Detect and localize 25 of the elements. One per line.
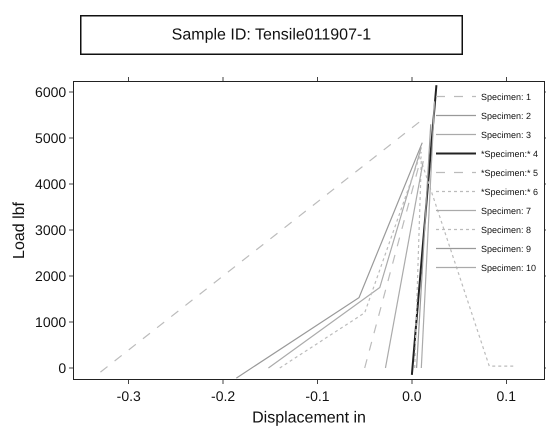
legend-label: Specimen: 10 [481, 263, 536, 274]
y-tick-label: 4000 [35, 176, 66, 192]
legend-label: Specimen: 3 [481, 130, 532, 140]
x-tick-label: -0.2 [211, 388, 236, 404]
legend-label: *Specimen:* 6 [481, 187, 538, 198]
y-tick-label: 6000 [35, 84, 66, 100]
legend-label: Specimen: 1 [481, 92, 532, 102]
x-tick-label: 0.0 [402, 388, 422, 404]
legend-label: *Specimen:* 5 [481, 168, 538, 178]
legend-label: Specimen: 7 [481, 206, 532, 216]
y-tick-label: 2000 [35, 268, 66, 284]
y-tick-label: 0 [58, 360, 66, 376]
chart-title: Sample ID: Tensile011907-1 [172, 26, 372, 44]
x-tick-label: -0.3 [116, 388, 142, 404]
legend-label: *Specimen:* 4 [481, 149, 538, 160]
x-axis-title: Displacement in [252, 410, 366, 426]
legend-label: Specimen: 2 [481, 111, 532, 122]
legend-label: Specimen: 9 [481, 244, 532, 254]
legend-label: Specimen: 8 [481, 225, 532, 236]
y-tick-label: 3000 [35, 222, 66, 238]
x-tick-label: 0.1 [496, 388, 516, 404]
y-tick-label: 5000 [35, 130, 66, 146]
y-tick-label: 1000 [35, 314, 66, 330]
y-axis-title: Load lbf [10, 201, 28, 259]
x-tick-label: -0.1 [305, 388, 330, 404]
